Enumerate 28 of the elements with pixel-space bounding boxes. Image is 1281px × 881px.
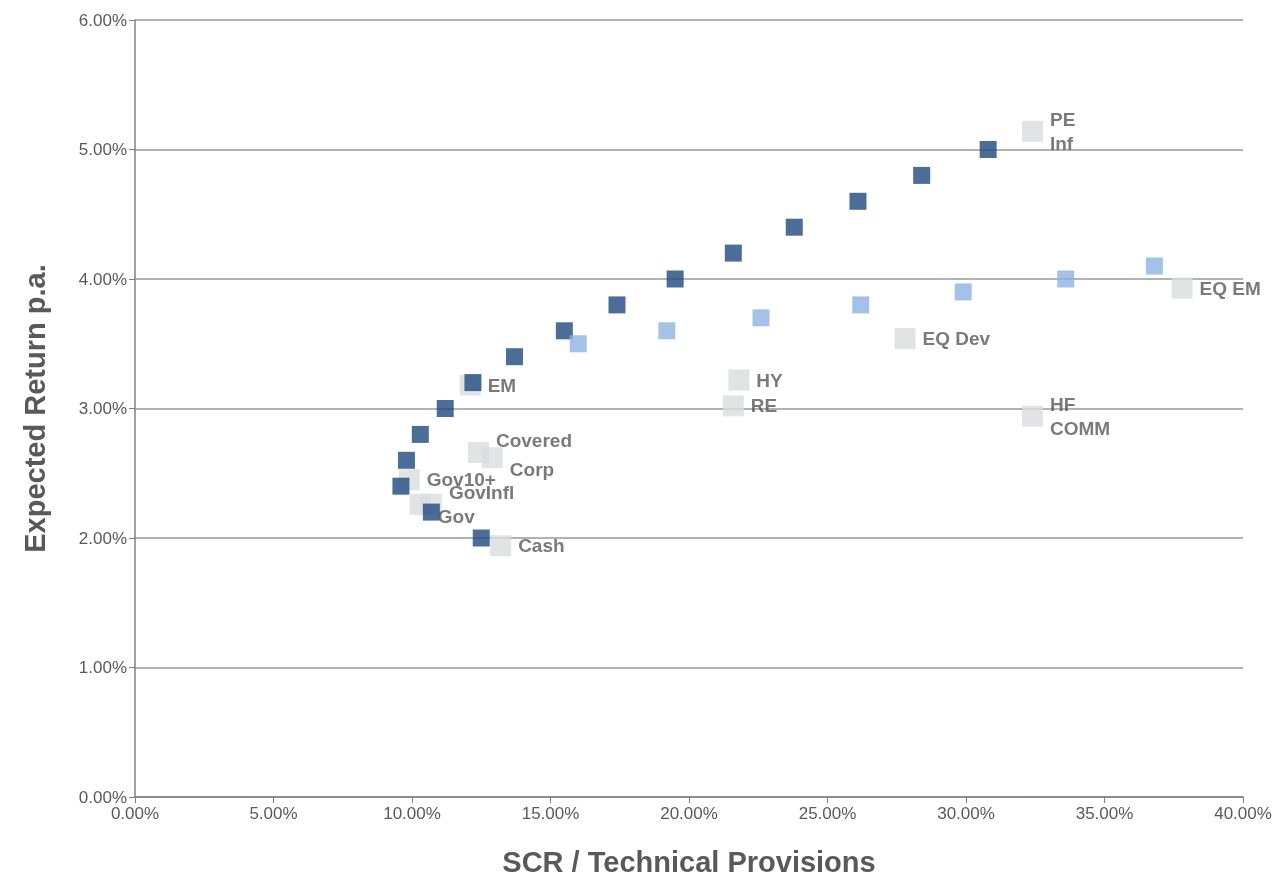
annotation: Covered bbox=[495, 430, 573, 452]
y-tick-label: 4.00% bbox=[78, 269, 127, 289]
x-tick-label: 35.00% bbox=[1075, 804, 1134, 823]
y-tick-label: 2.00% bbox=[78, 528, 127, 548]
x-tick-label: 20.00% bbox=[660, 804, 718, 823]
y-tick-label: 1.00% bbox=[78, 658, 127, 677]
y-tick-label: 0.00% bbox=[78, 787, 127, 807]
annotation: PE bbox=[1049, 108, 1076, 130]
x-tick-label: 25.00% bbox=[798, 804, 857, 823]
annotation: EQ Dev bbox=[922, 328, 991, 350]
x-tick-label: 15.00% bbox=[521, 804, 580, 823]
x-tick-label: 0.00% bbox=[110, 804, 160, 823]
annotation: Cash bbox=[518, 535, 565, 557]
annotation: COMM bbox=[1049, 417, 1111, 439]
y-tick-label: 6.00% bbox=[78, 10, 127, 30]
annotation: EM bbox=[487, 374, 517, 396]
x-tick-label: 40.00% bbox=[1214, 804, 1272, 823]
annotation: HY bbox=[756, 369, 784, 391]
x-tick-label: 5.00% bbox=[249, 804, 298, 823]
x-tick-label: 10.00% bbox=[383, 804, 441, 823]
x-axis-title: SCR / Technical Provisions bbox=[502, 845, 876, 878]
annotation: Inf bbox=[1049, 132, 1074, 154]
annotation: Corp bbox=[509, 459, 555, 481]
y-tick-label: 3.00% bbox=[78, 399, 127, 418]
y-tick-label: 5.00% bbox=[78, 140, 127, 159]
y-axis-title: Expected Return p.a. bbox=[18, 264, 51, 553]
annotation: EQ EM bbox=[1199, 277, 1261, 299]
x-tick-label: 30.00% bbox=[937, 804, 995, 823]
